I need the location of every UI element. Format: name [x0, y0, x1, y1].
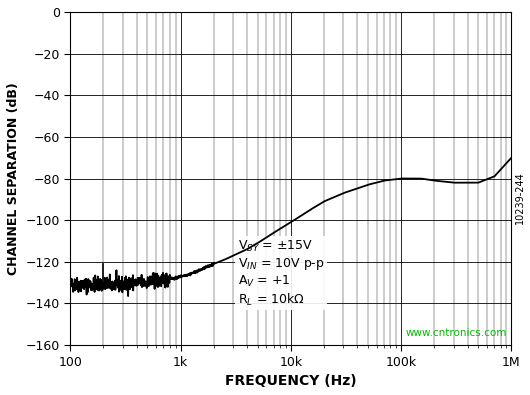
Text: V$_{SY}$ = ±15V
V$_{IN}$ = 10V p-p
A$_V$ = +1
R$_L$ = 10kΩ: V$_{SY}$ = ±15V V$_{IN}$ = 10V p-p A$_V$…	[238, 239, 325, 308]
X-axis label: FREQUENCY (Hz): FREQUENCY (Hz)	[225, 374, 357, 388]
Text: www.cntronics.com: www.cntronics.com	[405, 328, 507, 339]
Y-axis label: CHANNEL SEPARATION (dB): CHANNEL SEPARATION (dB)	[7, 82, 20, 275]
Text: 10239-244: 10239-244	[515, 171, 525, 224]
